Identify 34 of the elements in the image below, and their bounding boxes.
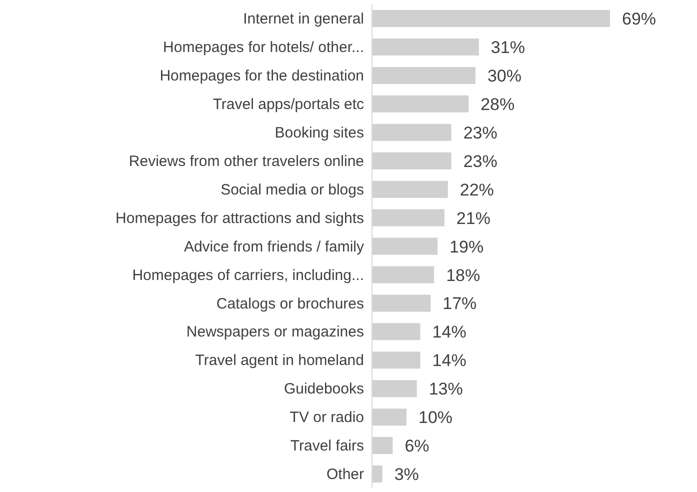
data-label: 23% xyxy=(463,123,498,142)
data-label: 30% xyxy=(487,66,522,86)
y-tick-label: Homepages for the destination xyxy=(160,68,364,84)
data-label: 13% xyxy=(428,380,463,399)
y-tick-label: Guidebooks xyxy=(284,380,364,398)
data-label: 28% xyxy=(480,94,515,114)
y-tick-label: TV or radio xyxy=(290,409,364,426)
y-tick-label: Social media or blogs xyxy=(220,181,364,198)
data-label: 3% xyxy=(394,465,419,484)
y-tick-label: Homepages for attractions and sights xyxy=(116,210,364,227)
y-tick-label: Other xyxy=(326,466,364,484)
y-tick-label: Advice from friends / family xyxy=(184,238,364,256)
data-label: 69% xyxy=(622,10,656,29)
data-label: 22% xyxy=(460,180,494,200)
y-tick-label: Travel apps/portals etc xyxy=(212,96,364,113)
y-tick-label: Newspapers or magazines xyxy=(186,324,364,341)
y-tick-label: Homepages for hotels/ other... xyxy=(163,39,364,56)
data-label: 23% xyxy=(463,152,498,171)
data-label: 14% xyxy=(432,351,466,370)
y-tick-label: Internet in general xyxy=(243,10,364,28)
data-label: 18% xyxy=(446,266,480,285)
data-label: 17% xyxy=(442,294,477,314)
y-tick-label: Travel agent in homeland xyxy=(195,352,364,370)
y-tick-label: Booking sites xyxy=(274,124,364,142)
data-label: 6% xyxy=(404,436,430,456)
data-label: 19% xyxy=(450,237,484,256)
data-label: 21% xyxy=(456,208,490,228)
data-label: 14% xyxy=(432,322,466,342)
data-label: 10% xyxy=(418,408,453,428)
y-tick-label: Travel fairs xyxy=(290,438,364,455)
y-tick-label: Reviews from other travelers online xyxy=(128,152,364,170)
y-tick-label: Catalogs or brochures xyxy=(216,295,364,312)
y-tick-label: Homepages of carriers, including... xyxy=(132,266,364,284)
data-label: 31% xyxy=(490,38,525,58)
